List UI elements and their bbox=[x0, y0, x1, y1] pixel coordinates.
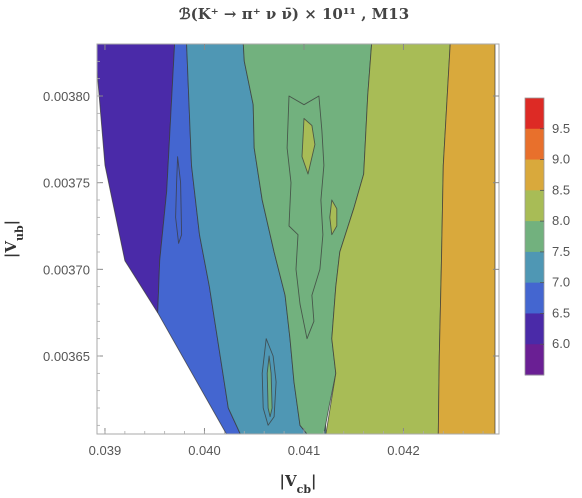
legend-swatch-7 bbox=[525, 159, 544, 191]
y-tick-label-4: 0.00380 bbox=[43, 89, 90, 104]
legend-swatch-1 bbox=[525, 344, 544, 376]
x-tick-label-3: 0.041 bbox=[288, 443, 321, 458]
legend-swatch-3 bbox=[525, 282, 544, 314]
color-legend: 6.0 6.5 7.0 7.5 8.0 8.5 9.0 9.5 bbox=[524, 97, 570, 376]
legend-swatch-4 bbox=[525, 251, 544, 284]
y-tick-label-2: 0.00370 bbox=[43, 262, 90, 277]
y-axis-label: |Vub| bbox=[2, 220, 26, 258]
legend-swatch-8 bbox=[525, 128, 544, 161]
legend-label-1: 6.0 bbox=[552, 336, 570, 351]
contour-regions bbox=[97, 44, 496, 434]
contour-island-1 bbox=[286, 95, 325, 340]
y-axis: 0.00365 0.00370 0.00375 0.00380 bbox=[43, 60, 499, 426]
legend-frame bbox=[524, 97, 545, 376]
y-tick-label-1: 0.00365 bbox=[43, 349, 90, 364]
legend-label-8: 9.5 bbox=[552, 121, 570, 136]
x-axis: 0.039 0.040 0.041 0.042 bbox=[89, 44, 484, 458]
contour-island-6 bbox=[175, 156, 183, 244]
legend-swatch-6 bbox=[525, 190, 544, 222]
legend-label-3: 7.0 bbox=[552, 275, 570, 290]
x-tick-label-2: 0.040 bbox=[188, 443, 221, 458]
legend-swatch-9 bbox=[525, 98, 544, 130]
legend-swatch-2 bbox=[525, 313, 544, 345]
legend-label-5: 8.0 bbox=[552, 213, 570, 228]
y-tick-label-3: 0.00375 bbox=[43, 176, 90, 191]
legend-label-6: 8.5 bbox=[552, 182, 570, 197]
x-axis-label: |Vcb| bbox=[280, 472, 317, 496]
legend-swatch-5 bbox=[525, 221, 544, 253]
legend-label-7: 9.0 bbox=[552, 152, 570, 167]
x-tick-label-4: 0.042 bbox=[387, 443, 420, 458]
x-tick-label-1: 0.039 bbox=[89, 443, 122, 458]
contour-island-3 bbox=[329, 199, 338, 236]
chart-title: ℬ(K⁺ → π⁺ ν ν̄) × 10¹¹ , M13 bbox=[179, 5, 409, 23]
contour-region-6 bbox=[437, 44, 496, 434]
legend-label-4: 7.5 bbox=[552, 244, 570, 259]
plot-frame bbox=[96, 43, 500, 435]
legend-label-2: 6.5 bbox=[552, 305, 570, 320]
contour-island-5 bbox=[266, 355, 273, 418]
contour-island-2 bbox=[301, 118, 316, 175]
